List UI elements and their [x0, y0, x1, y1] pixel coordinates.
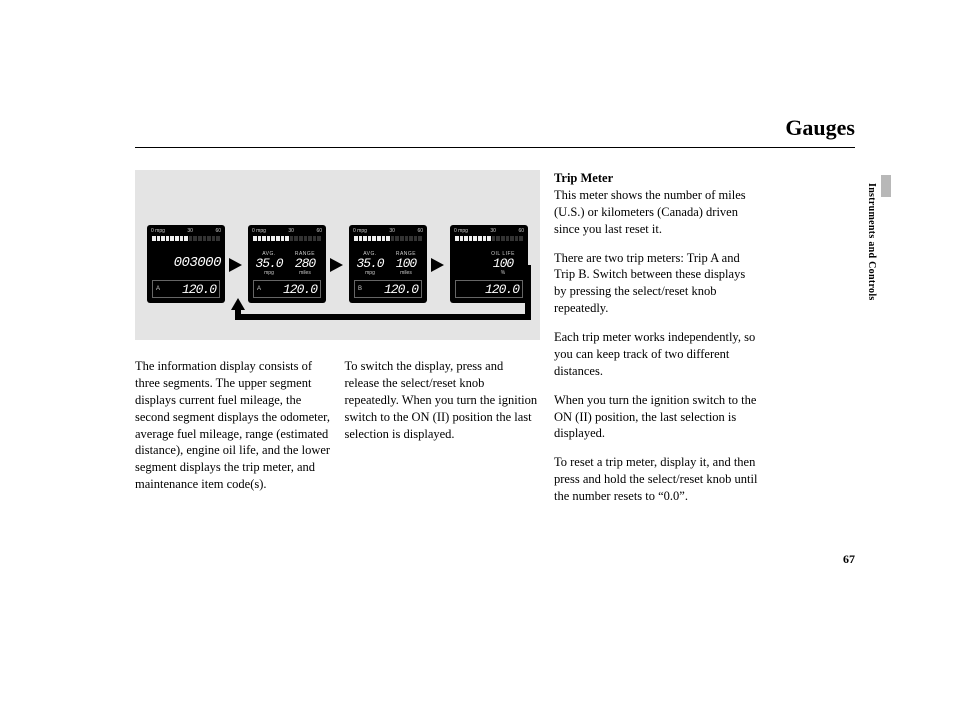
trip-row: 120.0	[455, 280, 523, 298]
arrow-right-icon	[229, 258, 242, 272]
avg-range-row: AVG. 35.0 mpg RANGE 280 miles	[252, 247, 322, 279]
gauge-display-2: 0 mpg 30 60 AVG. 35.0 mpg	[248, 225, 326, 303]
gauge-display-1: 0 mpg 30 60 003000 A 120.0	[147, 225, 225, 303]
mpg-scale: 0 mpg 30 60	[353, 228, 423, 234]
trip-value: 120.0	[261, 282, 317, 297]
section-tab-label: Instruments and Controls	[866, 183, 877, 301]
loop-line	[235, 314, 531, 320]
trip-row: B 120.0	[354, 280, 422, 298]
mpg-scale: 0 mpg 30 60	[454, 228, 524, 234]
odometer-row: 003000	[151, 247, 221, 279]
avg-range-row: AVG. 35.0 mpg RANGE 100 miles	[353, 247, 423, 279]
body-paragraph: To reset a trip meter, display it, and t…	[554, 454, 759, 505]
mpg-bars	[152, 236, 220, 241]
trip-row: A 120.0	[253, 280, 321, 298]
section-tab-marker	[881, 175, 891, 197]
body-paragraph: This meter shows the number of miles (U.…	[554, 188, 746, 236]
gauge-display-4: 0 mpg 30 60 OIL LIFE 100 %	[450, 225, 528, 303]
oil-life-row: OIL LIFE 100 %	[454, 247, 524, 279]
content-area: 0 mpg 30 60 003000 A 120.0	[135, 170, 855, 517]
gauge-diagram: 0 mpg 30 60 003000 A 120.0	[135, 170, 540, 340]
body-paragraph-1: The information display consists of thre…	[135, 358, 331, 493]
mpg-bars	[354, 236, 422, 241]
arrow-up-icon	[231, 298, 245, 310]
trip-value: 120.0	[362, 282, 418, 297]
mpg-bars	[253, 236, 321, 241]
trip-value: 120.0	[459, 282, 519, 297]
mpg-scale: 0 mpg 30 60	[151, 228, 221, 234]
body-paragraph: There are two trip meters: Trip A and Tr…	[554, 250, 759, 318]
page-title: Gauges	[135, 115, 855, 148]
gauge-display-3: 0 mpg 30 60 AVG. 35.0 mpg	[349, 225, 427, 303]
body-paragraph-2: To switch the display, press and release…	[345, 358, 541, 493]
page-number: 67	[843, 552, 855, 567]
trip-row: A 120.0	[152, 280, 220, 298]
trip-value: 120.0	[160, 282, 216, 297]
odometer-value: 003000	[174, 255, 221, 271]
loop-line	[525, 265, 531, 320]
arrow-right-icon	[431, 258, 444, 272]
body-paragraph: Each trip meter works independently, so …	[554, 329, 759, 380]
body-paragraph: When you turn the ignition switch to the…	[554, 392, 759, 443]
mpg-scale: 0 mpg 30 60	[252, 228, 322, 234]
mpg-bars	[455, 236, 523, 241]
trip-meter-heading: Trip Meter	[554, 171, 613, 185]
arrow-right-icon	[330, 258, 343, 272]
